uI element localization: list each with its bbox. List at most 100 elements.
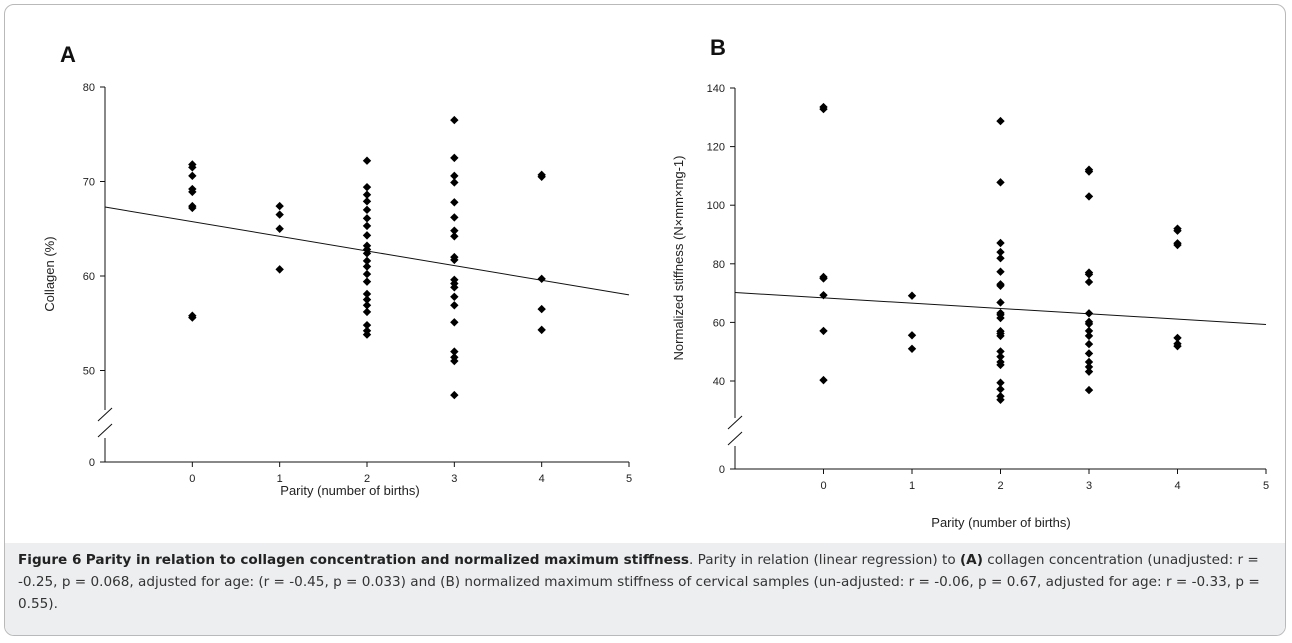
- panel-b-data-point: [996, 281, 1005, 290]
- panel-b-data-point: [996, 298, 1005, 307]
- panel-b-x-tick-label: 0: [820, 480, 826, 492]
- caption-text-2: collagen concentration (unadjusted: r = …: [18, 552, 1260, 612]
- panel-a-data-point: [450, 318, 459, 327]
- panel-a-data-point: [275, 201, 284, 211]
- panel-a-data-point: [362, 214, 372, 223]
- panel-a-data-point: [362, 307, 372, 317]
- panel-b-data-point: [996, 385, 1005, 394]
- panel-b-y-tick-label: 100: [707, 200, 725, 212]
- panel-b-data-point: [1173, 333, 1182, 343]
- panel-a-x-tick-label: 2: [364, 473, 370, 485]
- panel-b-data-point: [996, 360, 1005, 370]
- panel-a-data-point: [275, 265, 284, 274]
- panel-a-y-tick-label: 60: [83, 271, 95, 283]
- panel-a-data-point: [450, 115, 459, 125]
- panel-a-data-point: [362, 249, 372, 258]
- panel-b-axis-break: [727, 415, 743, 430]
- panel-b-data-point: [907, 344, 917, 353]
- panel-b-x-tick-label: 3: [1086, 480, 1092, 492]
- panel-a-data-point: [188, 171, 197, 181]
- panel-b-data-point: [819, 375, 828, 385]
- panel-a-y-tick-label: 50: [83, 366, 95, 378]
- panel-a-data-point: [537, 304, 546, 314]
- panel-a-data-point: [450, 301, 459, 310]
- panel-b-data-point: [1084, 270, 1094, 279]
- panel-b-data-point: [1084, 192, 1094, 201]
- panel-a-data-point: [450, 356, 459, 366]
- panel-b-y-title: Normalized stiffness (N×mm×mg-1): [671, 156, 686, 361]
- panel-b-data-point: [1084, 331, 1094, 341]
- panel-b-x-tick-label: 5: [1263, 480, 1269, 492]
- panel-a-data-point: [362, 205, 372, 215]
- panel-a-x-tick-label: 5: [626, 473, 632, 485]
- panel-b-data-point: [996, 313, 1005, 323]
- panel-a-label: A: [60, 42, 76, 67]
- panel-a-data-point: [450, 292, 459, 301]
- panel-b-data-point: [819, 290, 828, 300]
- panel-b-y-tick-label: 0: [719, 464, 725, 476]
- panel-b-data-point: [1084, 326, 1094, 336]
- panel-b-data-point: [996, 352, 1005, 361]
- panel-a-points: [188, 115, 546, 400]
- panel-b-data-point: [996, 247, 1005, 257]
- panel-a-data-point: [450, 213, 459, 222]
- panel-a-data-point: [188, 163, 197, 172]
- panel-b-data-point: [1173, 226, 1182, 235]
- panel-a-data-point: [188, 187, 197, 197]
- panel-b-y-axis: [727, 88, 743, 469]
- panel-b-data-point: [1084, 277, 1094, 287]
- panel-b-y-tick-label: 80: [713, 259, 725, 271]
- panel-b-y-tick-label: 60: [713, 317, 725, 329]
- panel-b-data-point: [819, 274, 828, 283]
- panel-b-data-point: [996, 378, 1005, 387]
- panel-a-y-title: Collagen (%): [42, 236, 57, 311]
- panel-b-data-point: [996, 331, 1005, 341]
- panel-a-data-point: [362, 289, 372, 299]
- panel-a-y-axis: [97, 87, 113, 462]
- panel-a-x-tick-label: 1: [277, 473, 283, 485]
- panel-b-data-point: [1084, 385, 1094, 395]
- caption-figure-label: Figure 6: [18, 552, 82, 568]
- panel-b: B 0 1 2 3 4 5 0 40 60 80 100 120 140 Parity (number …: [671, 35, 1269, 530]
- panel-a-data-point: [537, 325, 546, 335]
- panel-b-data-point: [1084, 339, 1094, 349]
- caption-bold-a: (A): [959, 552, 983, 568]
- panel-a-axis-break: [97, 407, 113, 422]
- panel-b-data-point: [996, 267, 1005, 276]
- panel-a-data-point: [450, 347, 459, 356]
- caption-text-1: . Parity in relation (linear regression)…: [689, 552, 960, 568]
- panel-b-data-point: [1084, 362, 1094, 372]
- panel-a-y-tick-label: 0: [89, 457, 95, 469]
- panel-b-data-point: [996, 238, 1005, 248]
- panel-b-data-point: [1084, 167, 1094, 176]
- panel-a-data-point: [275, 224, 284, 233]
- figure-caption: Figure 6 Parity in relation to collagen …: [18, 549, 1268, 615]
- panel-a-data-point: [362, 330, 372, 339]
- panel-a-data-point: [537, 274, 546, 284]
- panel-a-y-tick-label: 70: [83, 177, 95, 189]
- panel-b-data-point: [1173, 341, 1182, 351]
- panel-a-data-point: [362, 295, 372, 304]
- panel-b-data-point: [996, 178, 1005, 187]
- panel-b-data-point: [819, 326, 828, 336]
- panel-b-x-tick-label: 1: [909, 480, 915, 492]
- panel-a-data-point: [362, 269, 372, 279]
- panel-a-data-point: [188, 203, 197, 213]
- panel-b-x-tick-label: 4: [1174, 480, 1180, 492]
- panel-b-data-point: [1173, 240, 1182, 250]
- panel-a-x-title: Parity (number of births): [280, 483, 419, 498]
- panel-b-y-tick-label: 40: [713, 376, 725, 388]
- panel-a-data-point: [188, 313, 197, 322]
- panel-a-data-point: [362, 197, 372, 206]
- panel-b-y-tick-label: 120: [707, 142, 725, 154]
- panel-b-data-point: [1084, 349, 1094, 358]
- panel-a-data-point: [362, 301, 372, 310]
- panel-b-data-point: [907, 291, 917, 300]
- panel-b-data-point: [819, 104, 828, 114]
- panel-b-x-tick-label: 2: [997, 480, 1003, 492]
- panel-a-data-point: [450, 226, 459, 235]
- panel-a-data-point: [450, 178, 459, 187]
- panel-b-data-point: [1084, 367, 1094, 376]
